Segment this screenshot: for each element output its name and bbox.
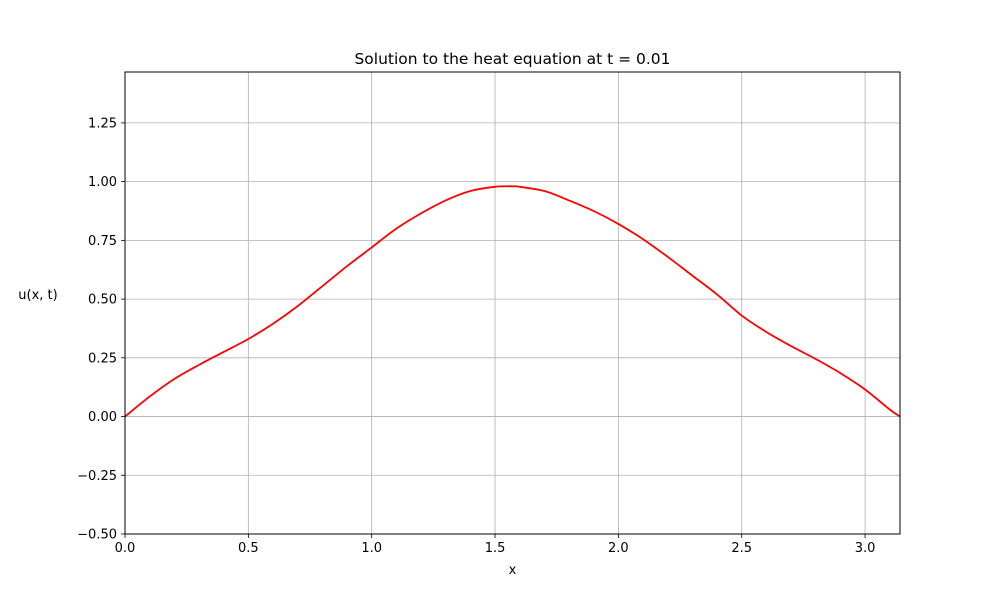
x-tick-label: 3.0 — [855, 541, 876, 556]
plot-frame — [124, 71, 901, 535]
y-axis-ticks: −0.50 −0.25 0.00 0.25 0.50 0.75 1.00 1.25 — [77, 116, 125, 543]
series-line — [124, 185, 901, 418]
chart-title: Solution to the heat equation at t = 0.0… — [354, 50, 670, 68]
x-tick-label: 2.5 — [731, 541, 752, 556]
grid — [124, 72, 900, 535]
y-tick-label: −0.50 — [77, 528, 117, 543]
y-tick-label: 0.75 — [88, 234, 117, 249]
y-tick-label: 1.25 — [88, 116, 117, 131]
y-axis-label: u(x, t) — [18, 288, 57, 303]
x-tick-label: 0.0 — [115, 541, 136, 556]
series-layer — [124, 185, 901, 418]
x-tick-label: 2.0 — [608, 541, 629, 556]
x-tick-label: 1.0 — [361, 541, 382, 556]
x-axis-label: x — [509, 563, 517, 578]
y-tick-label: 0.00 — [88, 410, 117, 425]
x-tick-label: 1.5 — [485, 541, 506, 556]
y-tick-label: −0.25 — [77, 469, 117, 484]
y-tick-label: 0.50 — [88, 293, 117, 308]
y-tick-label: 1.00 — [88, 175, 117, 190]
x-tick-label: 0.5 — [238, 541, 259, 556]
y-tick-label: 0.25 — [88, 351, 117, 366]
x-axis-ticks: 0.0 0.5 1.0 1.5 2.0 2.5 3.0 — [115, 534, 876, 556]
